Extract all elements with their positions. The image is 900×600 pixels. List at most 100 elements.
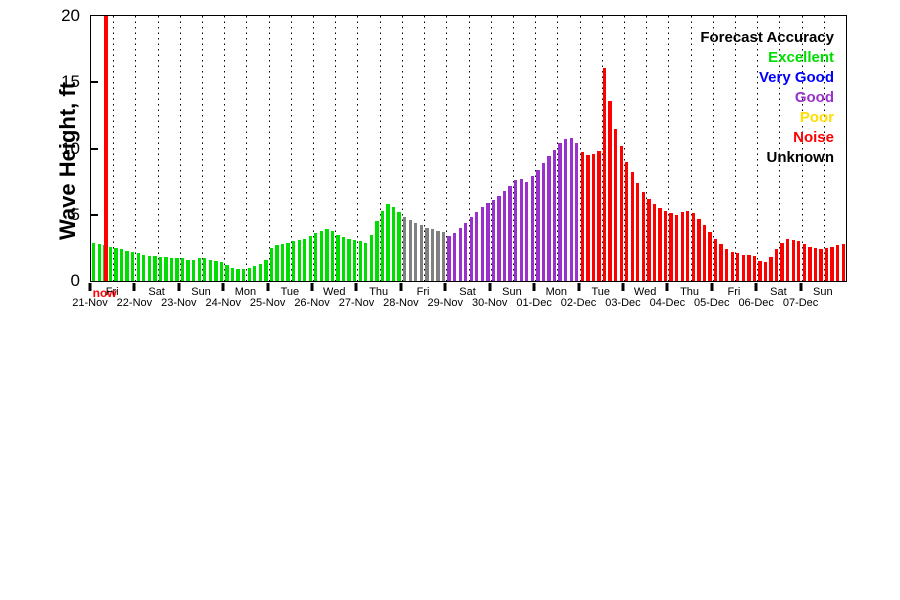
wave-height-bar (314, 233, 318, 281)
wave-height-bar (536, 169, 540, 281)
wave-height-bar (780, 242, 784, 281)
vertical-gridline (468, 16, 470, 281)
day-boundary-tick (221, 283, 225, 291)
wave-height-bar (791, 239, 795, 281)
wave-height-bar (236, 269, 240, 281)
wave-height-bar (747, 254, 751, 281)
now-marker-line (103, 16, 108, 281)
wave-height-bar (802, 243, 807, 281)
wave-height-bar (602, 67, 607, 281)
day-boundary-tick (710, 283, 714, 291)
x-date-label: 22-Nov (116, 297, 153, 309)
wave-height-bar (464, 222, 468, 281)
wave-height-bar (197, 258, 201, 281)
wave-height-bar (214, 261, 218, 281)
x-day-name-label: Wed (323, 286, 346, 298)
vertical-gridline (734, 16, 736, 281)
plot-area (90, 15, 847, 282)
wave-height-bar (452, 233, 457, 281)
wave-height-bar (508, 185, 512, 281)
wave-height-bar (258, 263, 262, 281)
x-day-name-label: Sat (148, 286, 165, 298)
day-boundary-tick (354, 283, 358, 291)
wave-height-bar (180, 258, 185, 281)
wave-height-bar (519, 178, 523, 281)
wave-height-bar (552, 149, 557, 281)
x-date-label: 30-Nov (471, 297, 508, 309)
wave-height-bar (613, 128, 618, 281)
vertical-gridline (224, 16, 226, 281)
vertical-gridline (313, 16, 315, 281)
wave-height-bar (619, 145, 623, 281)
wave-height-bar (186, 259, 190, 281)
wave-height-bar (641, 192, 646, 281)
wave-height-bar (264, 259, 268, 281)
x-day-name-label: Thu (369, 286, 389, 298)
wave-height-bar (636, 182, 640, 281)
legend-entry-noise: Noise (793, 129, 834, 146)
x-day-name-label: Thu (680, 286, 700, 298)
x-date-label: 27-Nov (338, 297, 375, 309)
x-day-name-label: Fri (105, 286, 119, 298)
x-date-label: 04-Dec (649, 297, 686, 309)
wave-height-bar (386, 204, 390, 281)
x-day-name-label: Mon (545, 286, 568, 298)
x-date-label: 23-Nov (161, 297, 197, 309)
wave-height-bar (819, 249, 823, 281)
x-day-name-label: Sun (812, 286, 833, 298)
vertical-gridline (690, 16, 692, 281)
y-tick-mark (91, 213, 98, 216)
wave-height-bar (353, 239, 357, 281)
wave-height-bar (541, 163, 546, 281)
wave-height-bar (824, 247, 829, 281)
now-label: now (92, 286, 117, 300)
wave-height-bar (375, 221, 379, 281)
wave-height-bar (158, 257, 163, 281)
wave-height-bar (713, 238, 718, 281)
wave-height-bar (719, 243, 723, 281)
x-day-name-label: Fri (416, 286, 430, 298)
wave-height-bar (92, 242, 96, 281)
y-tick-mark (91, 81, 98, 84)
wave-height-bar (397, 212, 401, 281)
wave-height-bar (402, 217, 407, 281)
wave-height-bar (441, 231, 446, 281)
day-boundary-tick (310, 283, 314, 291)
day-boundary-tick (532, 283, 536, 291)
y-axis-label: Wave Height, ft (55, 81, 80, 241)
wave-height-bar (391, 206, 396, 281)
legend-title: Forecast Accuracy (700, 29, 834, 46)
wave-height-bar (286, 242, 290, 281)
wave-height-bar (225, 265, 229, 281)
wave-height-bar (175, 258, 179, 281)
wave-height-bar (736, 253, 740, 281)
vertical-gridline (379, 16, 381, 281)
wave-height-bar (680, 212, 684, 281)
wave-height-bar (319, 230, 324, 281)
vertical-gridline (512, 16, 514, 281)
day-boundary-tick (443, 283, 447, 291)
wave-height-bar (164, 257, 168, 281)
day-boundary-tick (577, 283, 581, 291)
legend-entry-unknown: Unknown (766, 149, 835, 166)
wave-height-bar (497, 196, 501, 281)
wave-height-bar (230, 267, 235, 281)
wave-height-bar (458, 228, 462, 281)
wave-height-bar (242, 269, 246, 281)
wave-height-bar (797, 241, 801, 281)
vertical-gridline (246, 16, 248, 281)
wave-height-bar (341, 237, 346, 281)
wave-height-bar (364, 242, 368, 281)
vertical-gridline (712, 16, 714, 281)
vertical-gridline (113, 16, 115, 281)
wave-height-bar (147, 255, 151, 281)
day-boundary-tick (399, 283, 403, 291)
day-boundary-tick (621, 283, 625, 291)
x-day-name-label: Tue (591, 286, 611, 298)
x-date-label: 25-Nov (249, 297, 286, 309)
x-day-name-label: Sun (191, 286, 211, 298)
wave-height-bar (586, 155, 590, 281)
x-day-name-label: Sat (459, 286, 476, 298)
wave-height-bar (330, 230, 335, 281)
